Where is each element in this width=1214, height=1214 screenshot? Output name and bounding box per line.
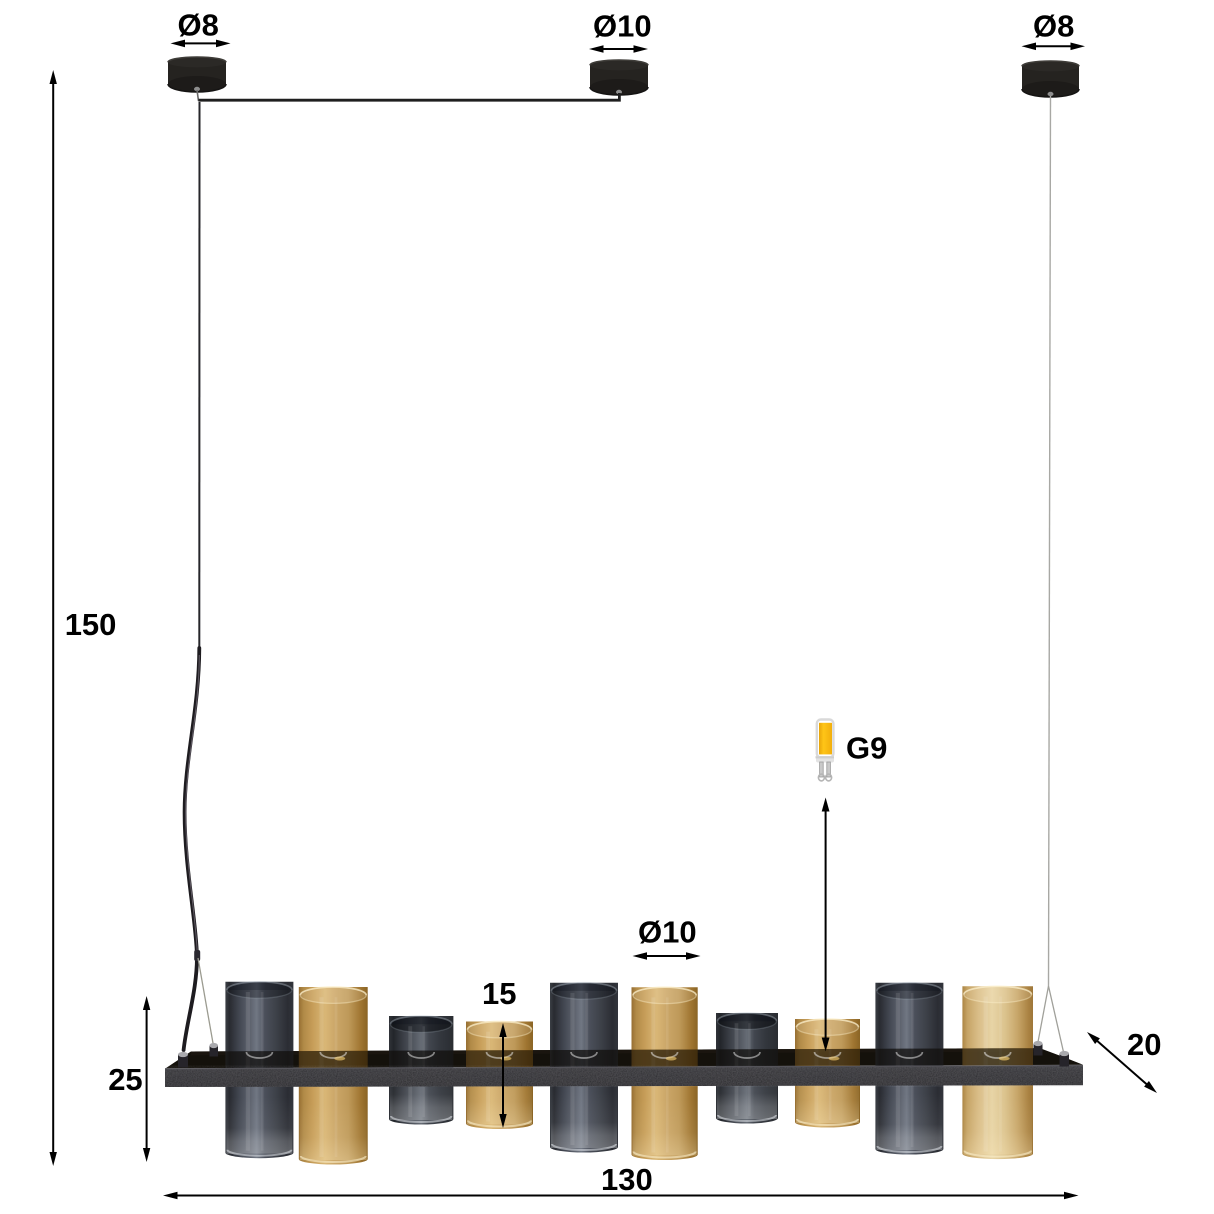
svg-text:Ø8: Ø8: [178, 8, 219, 43]
svg-text:20: 20: [1127, 1027, 1161, 1062]
svg-text:Ø8: Ø8: [1033, 9, 1074, 44]
svg-text:15: 15: [482, 976, 516, 1011]
svg-text:130: 130: [601, 1162, 653, 1197]
svg-text:Ø10: Ø10: [593, 8, 652, 43]
svg-text:G9: G9: [846, 731, 887, 766]
svg-text:25: 25: [108, 1062, 142, 1097]
svg-text:150: 150: [65, 607, 117, 642]
svg-text:Ø10: Ø10: [638, 915, 697, 950]
